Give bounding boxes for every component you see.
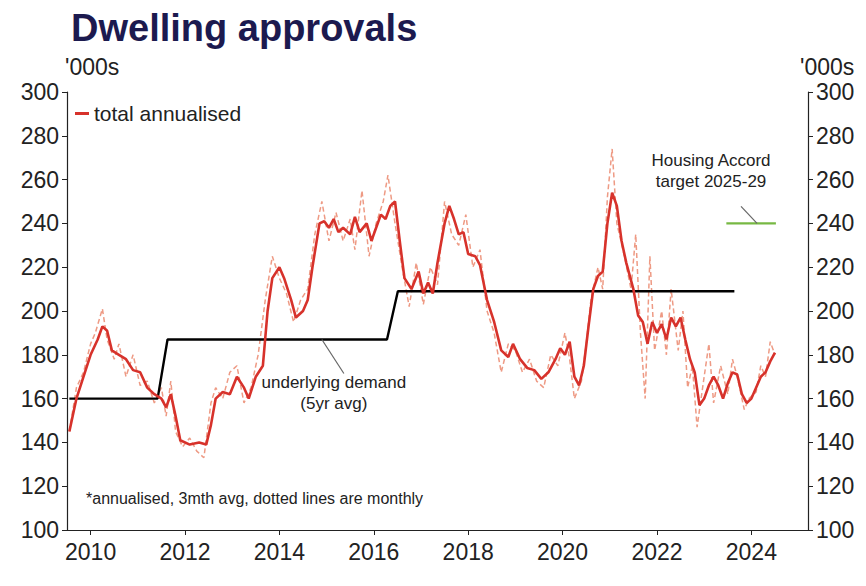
svg-text:Dwelling approvals: Dwelling approvals (71, 7, 417, 49)
svg-text:'000s: '000s (800, 54, 854, 80)
svg-text:140: 140 (21, 429, 59, 455)
svg-text:300: 300 (816, 79, 854, 105)
svg-text:total annualised: total annualised (94, 102, 241, 125)
svg-text:260: 260 (816, 167, 854, 193)
svg-text:160: 160 (816, 386, 854, 412)
svg-text:(5yr avg): (5yr avg) (300, 394, 367, 413)
svg-text:300: 300 (21, 79, 59, 105)
svg-text:2014: 2014 (254, 539, 305, 565)
svg-text:280: 280 (816, 123, 854, 149)
svg-text:Housing Accord: Housing Accord (651, 151, 770, 170)
svg-text:140: 140 (816, 429, 854, 455)
svg-text:100: 100 (816, 517, 854, 543)
svg-text:260: 260 (21, 167, 59, 193)
svg-text:120: 120 (816, 473, 854, 499)
svg-text:2020: 2020 (537, 539, 588, 565)
svg-text:2010: 2010 (65, 539, 116, 565)
svg-text:2022: 2022 (631, 539, 682, 565)
svg-text:target 2025-29: target 2025-29 (656, 172, 767, 191)
svg-text:200: 200 (21, 298, 59, 324)
svg-text:200: 200 (816, 298, 854, 324)
svg-text:underlying demand: underlying demand (262, 373, 407, 392)
svg-text:220: 220 (21, 254, 59, 280)
svg-text:180: 180 (816, 342, 854, 368)
svg-text:100: 100 (21, 517, 59, 543)
svg-text:180: 180 (21, 342, 59, 368)
svg-text:160: 160 (21, 386, 59, 412)
svg-text:240: 240 (816, 210, 854, 236)
svg-text:'000s: '000s (65, 54, 119, 80)
svg-text:2016: 2016 (348, 539, 399, 565)
svg-text:*annualised, 3mth avg, dotted: *annualised, 3mth avg, dotted lines are … (86, 490, 423, 507)
svg-text:120: 120 (21, 473, 59, 499)
svg-text:220: 220 (816, 254, 854, 280)
svg-text:2018: 2018 (443, 539, 494, 565)
svg-text:2024: 2024 (726, 539, 777, 565)
svg-text:2012: 2012 (159, 539, 210, 565)
svg-text:280: 280 (21, 123, 59, 149)
svg-text:240: 240 (21, 210, 59, 236)
